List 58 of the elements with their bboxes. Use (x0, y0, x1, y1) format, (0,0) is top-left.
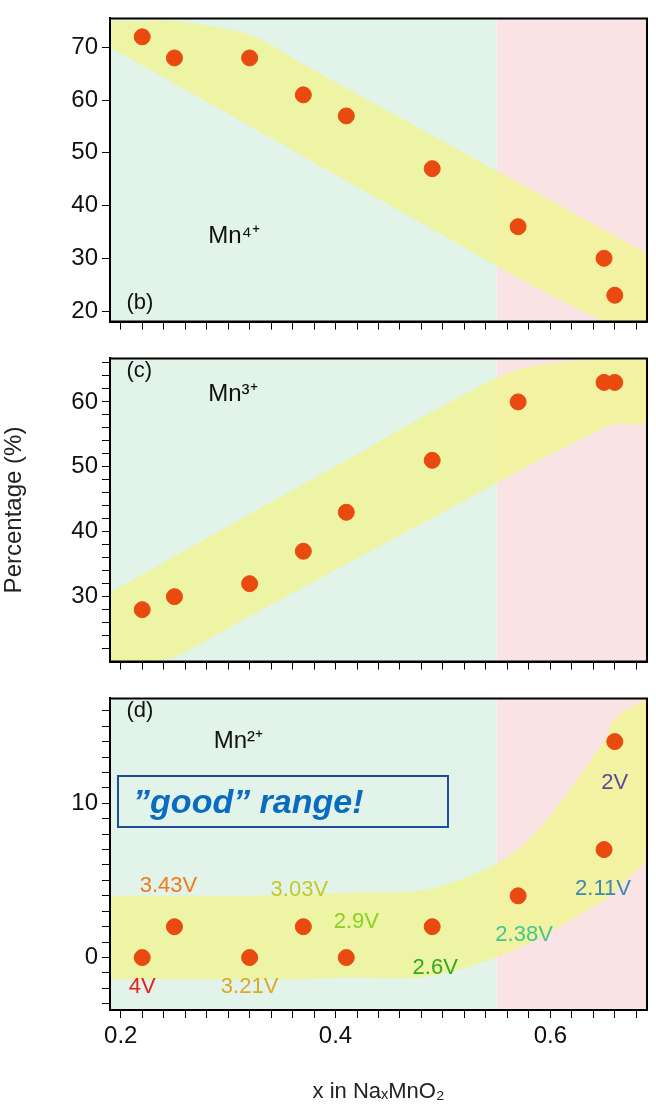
annotation: 4V (128, 972, 156, 998)
point (509, 218, 527, 236)
x-tick-label: 0.2 (104, 1021, 138, 1049)
point (337, 503, 355, 521)
point (337, 949, 355, 967)
point (241, 949, 259, 967)
point (294, 86, 312, 104)
y-tick-label: 30 (71, 242, 98, 270)
point (294, 542, 312, 560)
point (241, 575, 259, 593)
y-tick-label: 0 (84, 942, 98, 970)
point (337, 107, 355, 125)
point (509, 393, 527, 411)
annotation: 2.9V (333, 907, 380, 933)
annotation: (b) (126, 288, 154, 315)
y-axis-title: Percentage (%) (0, 426, 27, 594)
y-tick-label: 20 (71, 295, 98, 323)
x-axis-title: x in NaₓMnO₂ (312, 1077, 445, 1103)
annotation: Mn³⁺ (208, 379, 258, 407)
y-tick-label: 60 (71, 386, 98, 414)
point (165, 49, 183, 67)
annotation: 3.43V (139, 871, 198, 897)
point (606, 733, 624, 751)
point (133, 28, 151, 46)
point (595, 841, 613, 859)
point (133, 601, 151, 619)
point (133, 949, 151, 967)
point (509, 887, 527, 905)
point (423, 918, 441, 936)
annotation: 3.03V (270, 875, 329, 901)
point (165, 588, 183, 606)
annotation: 2V (601, 768, 629, 794)
x-tick-label: 0.6 (533, 1021, 568, 1049)
y-tick-label: 30 (71, 581, 98, 609)
annotation: 2.6V (412, 953, 459, 979)
y-tick-label: 40 (71, 516, 98, 544)
annotation: Mn⁴⁺ (208, 220, 260, 249)
annotation: 2.11V (575, 874, 632, 900)
annotation: ”good” range! (117, 774, 450, 829)
y-tick-label: 50 (71, 137, 98, 165)
y-tick-label: 70 (71, 32, 98, 60)
point (241, 49, 259, 67)
point (294, 918, 312, 936)
annotation: Mn²⁺ (213, 725, 264, 754)
annotation: 3.21V (220, 972, 279, 998)
annotation: (c) (126, 356, 153, 382)
y-tick-label: 40 (71, 190, 98, 218)
y-tick-label: 50 (71, 451, 98, 479)
point (165, 918, 183, 936)
annotation: (d) (126, 696, 154, 722)
point (606, 286, 624, 304)
annotation: 2.38V (495, 920, 554, 946)
x-tick-label: 0.4 (318, 1021, 353, 1049)
y-tick-label: 60 (71, 84, 98, 112)
point (423, 451, 441, 469)
point (595, 249, 613, 267)
point (423, 160, 441, 178)
y-tick-label: 10 (71, 787, 98, 815)
